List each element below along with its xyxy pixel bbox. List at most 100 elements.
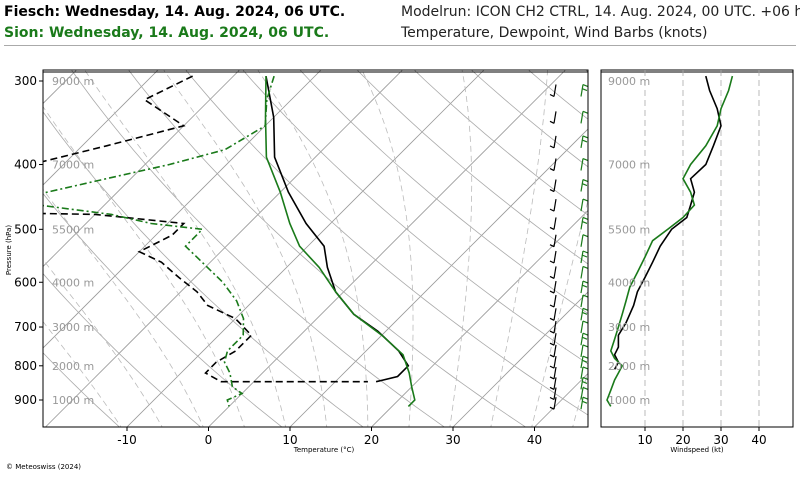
header-divider [4, 45, 796, 46]
dry-adiabat-line [43, 111, 364, 427]
moist-adiabat-line [257, 70, 369, 427]
dry-adiabat-line [771, 39, 800, 430]
dry-adiabat-line [470, 70, 588, 168]
wind-barb-fiesch [553, 366, 557, 380]
wind-barb-sion-flag [582, 355, 589, 359]
wind-barb-sion [580, 397, 584, 410]
wind-barb-fiesch [553, 320, 557, 334]
skew-plot-area [43, 39, 800, 430]
series-sion-temperature [264, 76, 416, 407]
dry-adiabat-line [43, 352, 121, 427]
height-label-skew: 5500 m [52, 223, 94, 236]
wind-plot-area [606, 70, 760, 427]
variables-info: Temperature, Dewpoint, Wind Barbs (knots… [401, 25, 708, 41]
wind-barb-fiesch-flag [549, 396, 555, 401]
height-label-skew: 2000 m [52, 360, 94, 373]
dry-adiabat-line [716, 39, 800, 430]
wind-barb-fiesch-flag [549, 317, 555, 321]
wind-barb-sion-flag [582, 250, 589, 254]
series-sion-dewpoint [43, 75, 275, 407]
wind-barb-sion [580, 199, 584, 212]
wind-barb-sion-flag [581, 220, 588, 225]
pressure-axis-label: Pressure (hPa) [5, 225, 13, 275]
temperature-tick-label: 40 [527, 433, 542, 447]
isotherm-line [370, 209, 588, 427]
wind-barb-fiesch [553, 250, 557, 264]
moist-adiabat-line [449, 70, 473, 427]
wind-barb-sion [580, 135, 584, 148]
moist-adiabat-line [84, 70, 287, 427]
isotherm-line [43, 70, 159, 186]
wind-frame [600, 69, 794, 428]
skew-frame [42, 69, 589, 428]
temperature-tick-label: 30 [445, 433, 460, 447]
wind-barb-fiesch-flag [549, 260, 555, 264]
height-label-wind: 3000 m [608, 321, 650, 334]
temperature-tick-label: 20 [364, 433, 379, 447]
wind-barb-fiesch-flag [549, 376, 555, 380]
wind-barb-fiesch-flag [549, 167, 555, 172]
wind-barb-sion [580, 387, 584, 400]
dry-adiabat-line [299, 70, 588, 315]
wind-barb-fiesch [553, 280, 557, 294]
model-run-info: Modelrun: ICON CH2 CTRL, 14. Aug. 2024, … [401, 4, 800, 20]
windspeed-series-sion [606, 75, 734, 407]
wind-barb-sion-flag [582, 307, 589, 311]
wind-barb-fiesch [553, 344, 557, 358]
isotherm-line [44, 70, 404, 427]
wind-barb-fiesch [553, 266, 557, 279]
isotherm-line [43, 70, 78, 105]
isotherm-line [207, 70, 567, 427]
wind-barb-sion [580, 217, 584, 230]
moist-adiabat-line [531, 198, 588, 427]
wind-barb-sion-flag [582, 320, 589, 324]
wind-barb-sion-flag [582, 376, 589, 380]
moist-adiabat-line [163, 70, 328, 427]
wind-barb-fiesch-flag [549, 93, 555, 98]
height-label-wind: 4000 m [608, 276, 650, 289]
wind-barb-fiesch-flag [549, 244, 555, 248]
wind-barb-fiesch-flag [549, 120, 555, 124]
isotherm-line [126, 70, 485, 427]
dry-adiabat-line [128, 70, 527, 427]
wind-barb-sion-flag [582, 280, 589, 284]
pressure-tick-label: 400 [14, 158, 37, 172]
wind-barb-fiesch-flag [549, 365, 555, 369]
wind-barb-sion-flag [582, 178, 589, 183]
temperature-tick-label: -10 [117, 433, 137, 447]
wind-barb-sion-flag [582, 135, 589, 139]
dry-adiabat-line [356, 70, 588, 265]
windspeed-tick-label: 30 [713, 433, 728, 447]
series-fiesch-temperature [265, 75, 410, 383]
wind-barb-fiesch-flag [549, 208, 555, 212]
wind-barb-sion-flag [581, 139, 588, 143]
wind-barb-sion-flag [582, 366, 589, 370]
wind-barb-fiesch-flag [549, 342, 555, 346]
wind-barb-sion-flag [582, 332, 589, 336]
dry-adiabat-line [242, 70, 588, 365]
windspeed-tick-label: 20 [675, 433, 690, 447]
wind-barb-sion-flag [581, 182, 588, 187]
wind-barb-sion [580, 366, 584, 380]
series-fiesch-dewpoint [43, 75, 368, 383]
wind-barb-fiesch [553, 135, 557, 148]
temperature-tick-label: 10 [282, 433, 297, 447]
wind-barb-sion [580, 158, 584, 171]
station-title-sion: Sion: Wednesday, 14. Aug. 2024, 06 UTC. [4, 25, 330, 41]
wind-barb-sion-flag [582, 198, 589, 202]
height-label-skew: 4000 m [52, 276, 94, 289]
wind-barb-sion [580, 84, 584, 97]
isotherm-line [533, 372, 588, 427]
wind-barb-sion [580, 250, 584, 264]
wind-barb-fiesch [553, 217, 557, 230]
wind-barb-sion-flag [582, 216, 589, 221]
wind-barb-sion [580, 111, 584, 124]
height-label-skew: 9000 m [52, 75, 94, 88]
wind-barb-fiesch [553, 84, 557, 97]
wind-barb-fiesch [553, 294, 557, 308]
wind-barb-sion-flag [581, 311, 588, 315]
wind-barb-fiesch-flag [549, 354, 555, 358]
wind-barb-fiesch [553, 158, 557, 171]
dry-adiabat-line [70, 70, 445, 427]
